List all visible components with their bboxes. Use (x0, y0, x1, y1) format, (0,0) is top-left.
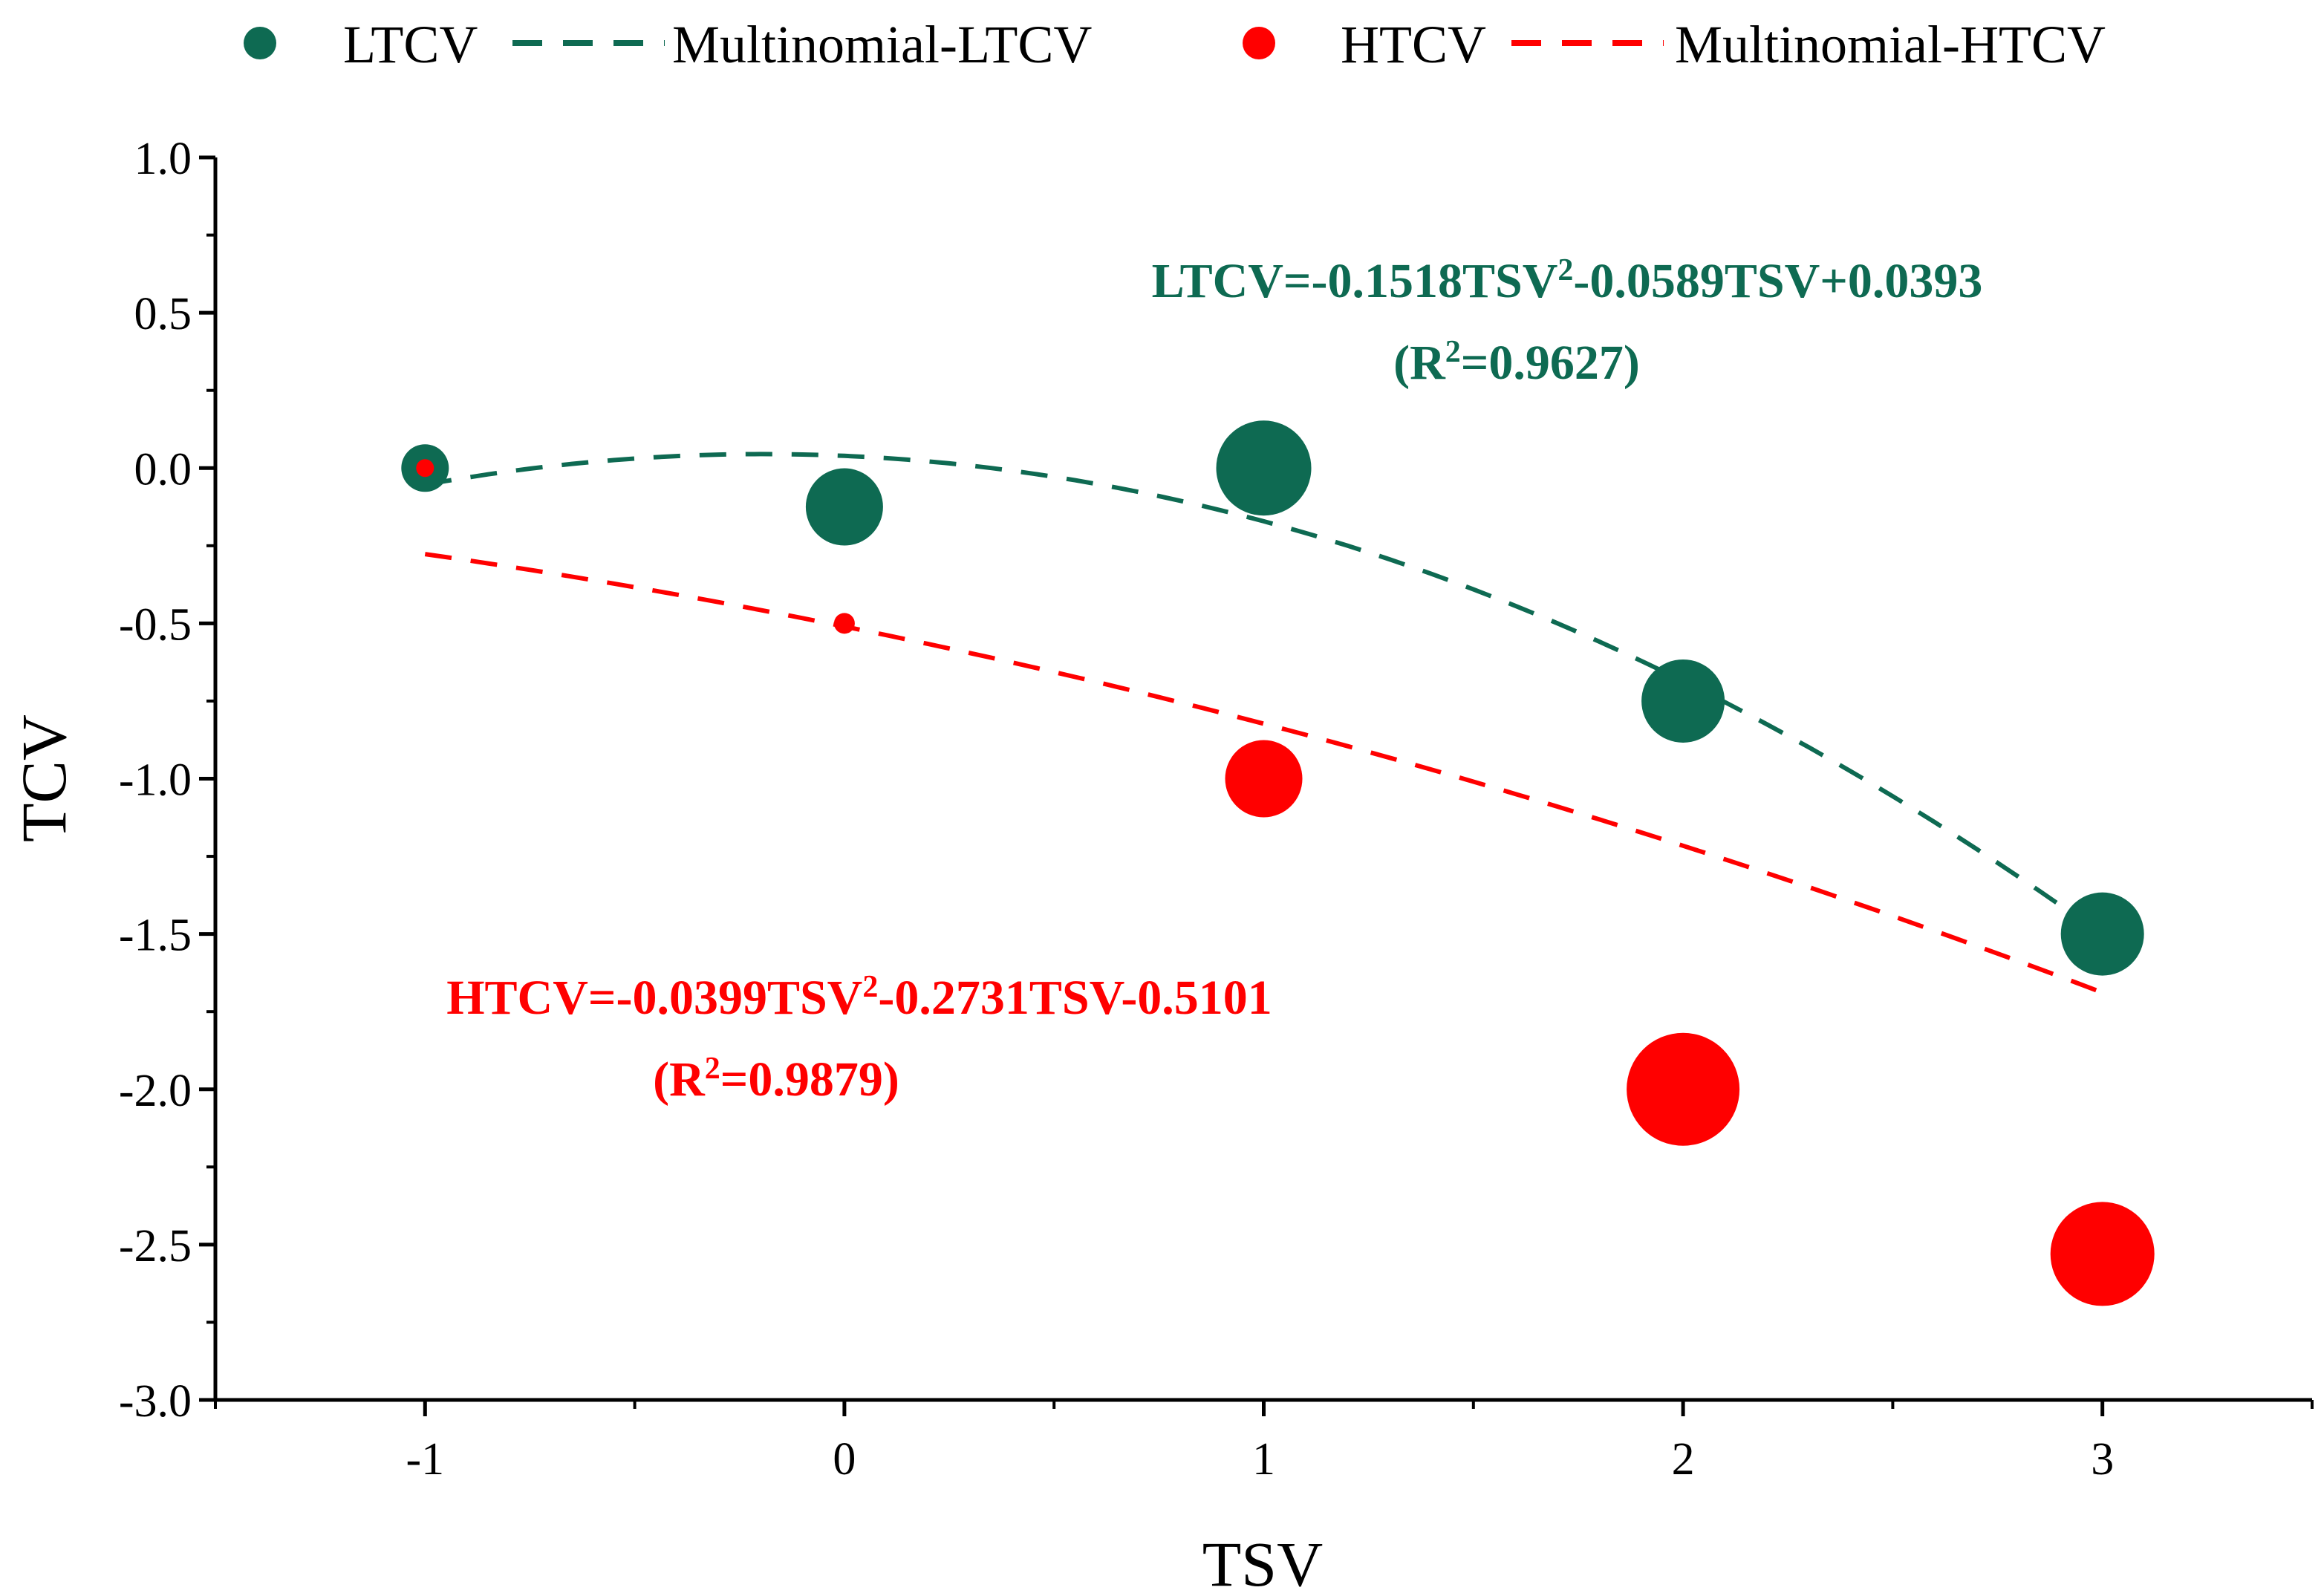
legend-htcv-label: HTCV (1341, 15, 1486, 74)
y-tick-label: -2.5 (119, 1221, 192, 1271)
ltcv-point (1216, 420, 1312, 516)
htcv-point (1225, 740, 1303, 818)
ltcv-point (805, 468, 883, 546)
fit-line-multinomial-ltcv (424, 452, 2104, 937)
htcv-point (416, 459, 434, 478)
fit-line-multinomial-htcv (424, 552, 2103, 995)
fit-curves (424, 452, 2104, 995)
y-tick-label: -3.0 (119, 1376, 192, 1427)
y-tick-label: -2.0 (119, 1066, 192, 1116)
htcv-equation: HTCV=-0.0399TSV2-0.2731TSV-0.5101 (446, 970, 1272, 1025)
htcv-point (2050, 1202, 2155, 1306)
legend-ltcv-label: LTCV (343, 15, 478, 74)
x-axis-title: TSV (1202, 1528, 1323, 1596)
ltcv-point (1641, 659, 1725, 743)
legend-htcv-fit-label: Multinomial-HTCV (1675, 15, 2106, 74)
y-tick-label: -1.5 (119, 911, 192, 961)
data-points (401, 420, 2155, 1306)
y-axis-title: TCV (8, 714, 79, 842)
htcv-point (833, 613, 855, 634)
legend-htcv-marker (1243, 27, 1275, 59)
legend-ltcv-fit-label: Multinomial-LTCV (672, 15, 1092, 74)
htcv-r2: (R2=0.9879) (653, 1052, 899, 1107)
htcv-point (1627, 1032, 1740, 1146)
x-tick-label: -1 (406, 1434, 444, 1485)
x-tick-label: 0 (833, 1434, 856, 1485)
y-tick-label: -0.5 (119, 599, 192, 650)
ltcv-r2: (R2=0.9627) (1393, 335, 1640, 390)
y-tick-label: 0.0 (134, 444, 192, 495)
y-ticks: 1.0 0.5 0.0 -0.5 -1.0 -1.5 -2.0 -2.5 -3.0 (119, 134, 215, 1427)
x-ticks: -1 0 1 2 3 (214, 1400, 2314, 1485)
ltcv-point (2060, 892, 2144, 976)
x-tick-label: 2 (1672, 1434, 1695, 1485)
legend-ltcv-marker (244, 27, 276, 59)
y-tick-label: 0.5 (134, 289, 192, 339)
x-tick-label: 3 (2091, 1434, 2114, 1485)
legend: LTCV Multinomial-LTCV HTCV Multinomial-H… (244, 15, 2106, 74)
y-tick-label: 1.0 (134, 134, 192, 184)
x-tick-label: 1 (1252, 1434, 1275, 1485)
y-tick-label: -1.0 (119, 755, 192, 806)
ltcv-equation: LTCV=-0.1518TSV2-0.0589TSV+0.0393 (1152, 253, 1983, 308)
